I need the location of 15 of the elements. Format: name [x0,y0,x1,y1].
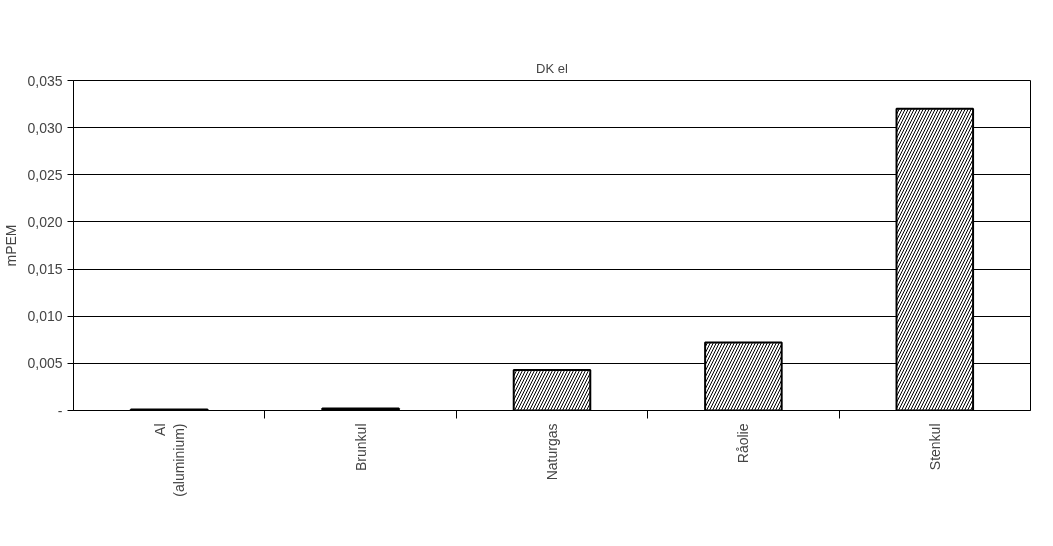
x-tick-label: Naturgas [544,423,560,481]
x-tick-label: Råolie [735,423,752,464]
y-tick-label: 0,015 [27,261,63,278]
y-tick-label: 0,020 [27,213,63,230]
y-tick-label: - [57,402,63,419]
x-tick-label: Stenkul [926,423,943,471]
x-tick-label: Al (aluminium) [151,423,187,497]
y-tick-label: 0,005 [27,355,63,372]
y-axis-title: mPEM [3,224,20,267]
y-tick-label: 0,025 [27,166,63,183]
x-tick-label: Brunkul [352,423,369,471]
chart-title: DK el [536,60,569,76]
y-tick-label: 0,010 [27,308,63,325]
y-tick-label: 0,030 [27,119,63,136]
y-tick-label: 0,035 [27,72,63,89]
